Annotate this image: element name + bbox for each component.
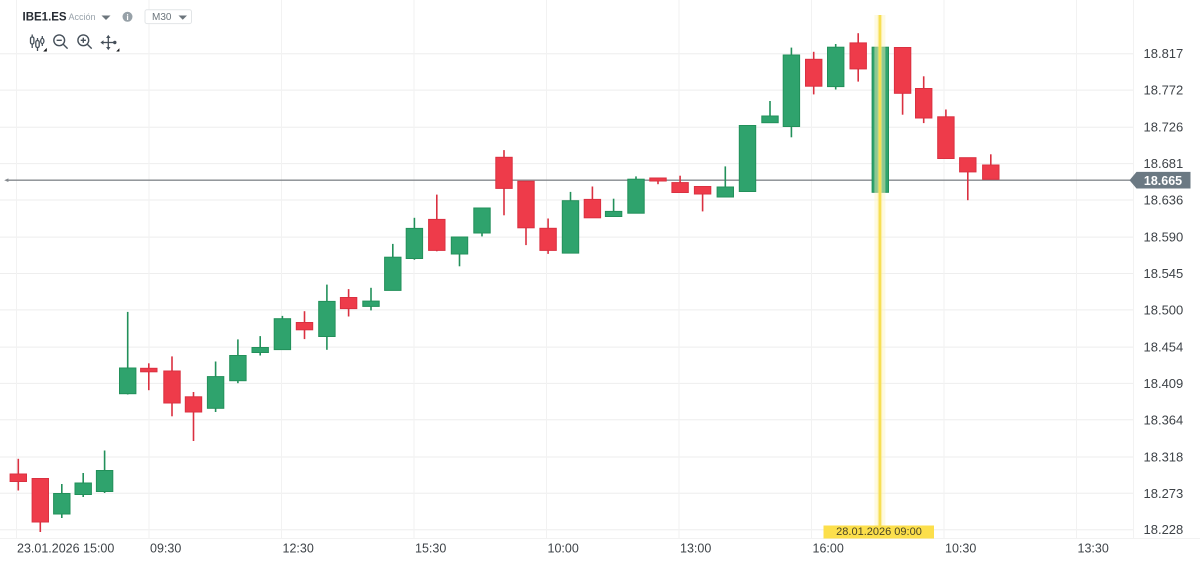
svg-text:i: i xyxy=(126,12,128,22)
svg-text:28.01.2026 09:00: 28.01.2026 09:00 xyxy=(836,526,922,538)
svg-text:Acción: Acción xyxy=(69,12,96,22)
svg-text:23.01.2026 15:00: 23.01.2026 15:00 xyxy=(17,542,114,556)
svg-text:18.364: 18.364 xyxy=(1144,412,1184,427)
svg-text:13:30: 13:30 xyxy=(1078,542,1109,556)
svg-text:09:30: 09:30 xyxy=(150,542,181,556)
svg-text:18.590: 18.590 xyxy=(1144,230,1184,245)
svg-text:M30: M30 xyxy=(152,12,172,23)
svg-text:18.500: 18.500 xyxy=(1144,302,1184,317)
svg-text:18.545: 18.545 xyxy=(1144,266,1184,281)
svg-text:18.726: 18.726 xyxy=(1144,120,1184,135)
svg-text:18.318: 18.318 xyxy=(1144,450,1184,465)
svg-text:18.409: 18.409 xyxy=(1144,376,1184,391)
svg-text:12:30: 12:30 xyxy=(283,542,314,556)
svg-text:18.228: 18.228 xyxy=(1144,522,1184,537)
svg-text:18.681: 18.681 xyxy=(1144,156,1184,171)
svg-text:18.273: 18.273 xyxy=(1144,486,1184,501)
svg-text:16:00: 16:00 xyxy=(813,542,844,556)
svg-text:15:30: 15:30 xyxy=(415,542,446,556)
svg-text:IBE1.ES: IBE1.ES xyxy=(23,12,67,24)
svg-text:18.817: 18.817 xyxy=(1144,46,1184,61)
svg-text:18.665: 18.665 xyxy=(1144,174,1182,188)
svg-text:18.772: 18.772 xyxy=(1144,83,1184,98)
svg-text:10:30: 10:30 xyxy=(945,542,976,556)
svg-text:18.636: 18.636 xyxy=(1144,193,1184,208)
svg-text:18.454: 18.454 xyxy=(1144,340,1184,355)
svg-text:13:00: 13:00 xyxy=(680,542,711,556)
svg-text:10:00: 10:00 xyxy=(548,542,579,556)
